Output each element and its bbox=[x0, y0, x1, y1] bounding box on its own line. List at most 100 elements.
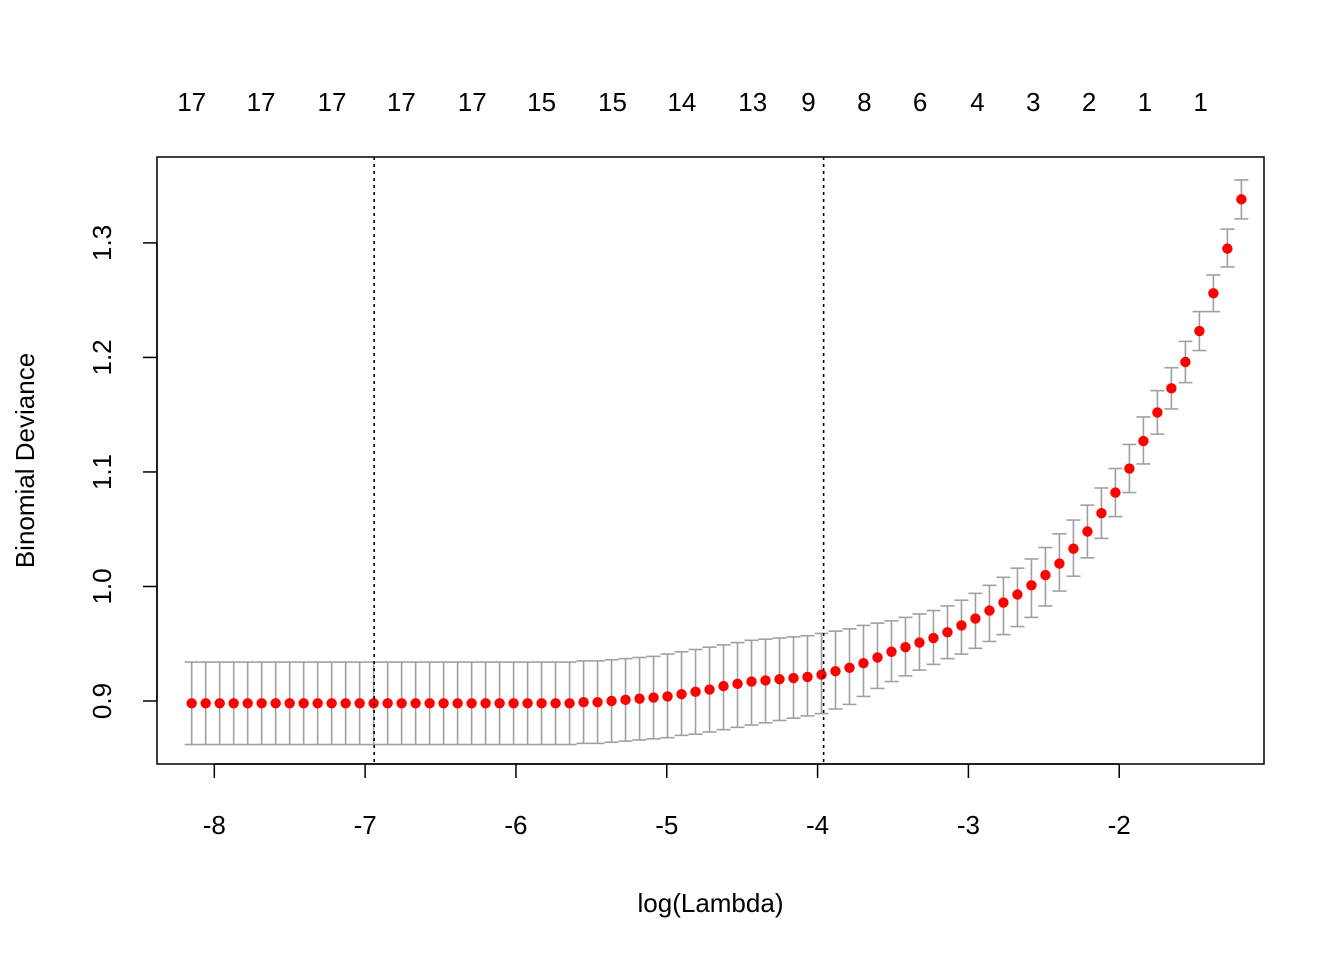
data-point bbox=[186, 698, 197, 709]
data-point bbox=[802, 671, 813, 683]
x-tick-label: -4 bbox=[806, 810, 829, 840]
data-point bbox=[620, 694, 631, 706]
data-point bbox=[1040, 569, 1051, 581]
data-point bbox=[1236, 194, 1247, 205]
data-point bbox=[382, 698, 393, 709]
data-point bbox=[662, 691, 673, 702]
y-axis-title: Binomial Deviance bbox=[10, 353, 40, 568]
nonzero-count-label: 15 bbox=[527, 87, 556, 117]
nonzero-count-label: 17 bbox=[387, 87, 416, 117]
data-point bbox=[298, 698, 309, 709]
x-tick-label: -8 bbox=[203, 810, 226, 840]
data-point bbox=[1012, 589, 1023, 600]
data-point bbox=[466, 698, 477, 709]
data-point bbox=[522, 698, 533, 709]
data-point bbox=[200, 698, 211, 709]
nonzero-count-label: 17 bbox=[177, 87, 206, 117]
x-tick-label: -7 bbox=[354, 810, 377, 840]
data-point bbox=[354, 698, 365, 709]
data-point bbox=[592, 696, 603, 708]
data-point bbox=[774, 674, 785, 685]
data-point bbox=[214, 698, 225, 709]
data-point bbox=[634, 693, 645, 704]
x-axis-title: log(Lambda) bbox=[638, 888, 784, 918]
y-tick-label: 1.0 bbox=[87, 568, 117, 604]
data-point bbox=[886, 646, 897, 657]
nonzero-count-label: 4 bbox=[970, 87, 984, 117]
data-point bbox=[956, 620, 967, 631]
data-point bbox=[340, 698, 351, 709]
x-tick-label: -5 bbox=[655, 810, 678, 840]
data-point bbox=[1166, 383, 1177, 394]
y-tick-label: 1.1 bbox=[87, 454, 117, 490]
data-point bbox=[1124, 463, 1135, 474]
x-tick-label: -2 bbox=[1108, 810, 1131, 840]
y-tick-label: 1.3 bbox=[87, 225, 117, 261]
data-point bbox=[606, 695, 617, 707]
data-point bbox=[788, 672, 799, 684]
data-point bbox=[326, 698, 337, 709]
error-bars bbox=[184, 179, 1249, 746]
data-point bbox=[284, 698, 295, 709]
data-point bbox=[312, 698, 323, 709]
data-point bbox=[438, 698, 449, 709]
data-point bbox=[858, 658, 869, 669]
data-point bbox=[228, 698, 239, 709]
data-point bbox=[1096, 507, 1107, 519]
reference-lines bbox=[373, 157, 825, 764]
data-point bbox=[1082, 526, 1093, 537]
nonzero-count-label: 8 bbox=[857, 87, 871, 117]
data-point bbox=[578, 696, 589, 708]
data-point bbox=[760, 675, 771, 686]
y-tick-label: 1.2 bbox=[87, 339, 117, 375]
data-point bbox=[830, 666, 841, 677]
data-point bbox=[970, 613, 981, 624]
data-point bbox=[872, 652, 883, 663]
data-point bbox=[732, 678, 743, 690]
data-point bbox=[984, 605, 995, 616]
data-point bbox=[1110, 487, 1121, 498]
nonzero-count-label: 17 bbox=[247, 87, 276, 117]
data-point bbox=[690, 686, 701, 698]
y-axis: 0.9 1.0 1.1 1.2 1.3 bbox=[87, 225, 158, 719]
data-point bbox=[508, 698, 519, 709]
data-point bbox=[648, 692, 659, 703]
nonzero-count-label: 2 bbox=[1082, 87, 1096, 117]
plot-frame bbox=[156, 156, 1265, 765]
data-point bbox=[1152, 407, 1163, 418]
data-point bbox=[564, 698, 575, 709]
data-point bbox=[1208, 288, 1219, 299]
nonzero-count-label: 17 bbox=[458, 87, 487, 117]
data-point bbox=[900, 641, 911, 653]
data-point bbox=[704, 684, 715, 695]
y-tick-label: 0.9 bbox=[87, 683, 117, 719]
data-point bbox=[396, 698, 407, 709]
data-point bbox=[536, 698, 547, 709]
data-point bbox=[494, 698, 505, 709]
data-point bbox=[1026, 580, 1037, 591]
x-axis: -8 -7 -6 -5 -4 -3 -2 bbox=[203, 763, 1131, 840]
data-point bbox=[676, 688, 687, 700]
data-point bbox=[1068, 543, 1079, 554]
data-point bbox=[1054, 558, 1065, 569]
data-point bbox=[410, 698, 421, 709]
data-point bbox=[1180, 356, 1191, 368]
data-point bbox=[550, 698, 561, 709]
data-point bbox=[1138, 435, 1149, 447]
nonzero-count-label: 1 bbox=[1138, 87, 1152, 117]
nonzero-count-label: 3 bbox=[1026, 87, 1040, 117]
nonzero-count-label: 1 bbox=[1193, 87, 1207, 117]
data-point bbox=[942, 627, 953, 638]
data-points bbox=[186, 194, 1247, 709]
nonzero-count-label: 17 bbox=[317, 87, 346, 117]
nonzero-count-label: 9 bbox=[801, 87, 815, 117]
nonzero-count-label: 15 bbox=[598, 87, 627, 117]
data-point bbox=[242, 698, 253, 709]
x-tick-label: -3 bbox=[957, 810, 980, 840]
data-point bbox=[1222, 243, 1233, 254]
data-point bbox=[1194, 325, 1205, 337]
nonzero-count-label: 14 bbox=[667, 87, 696, 117]
data-point bbox=[270, 698, 281, 709]
x-tick-label: -6 bbox=[504, 810, 527, 840]
top-axis-labels: 17 17 17 17 17 15 15 14 13 9 8 6 4 3 2 1 1 bbox=[177, 87, 1208, 117]
